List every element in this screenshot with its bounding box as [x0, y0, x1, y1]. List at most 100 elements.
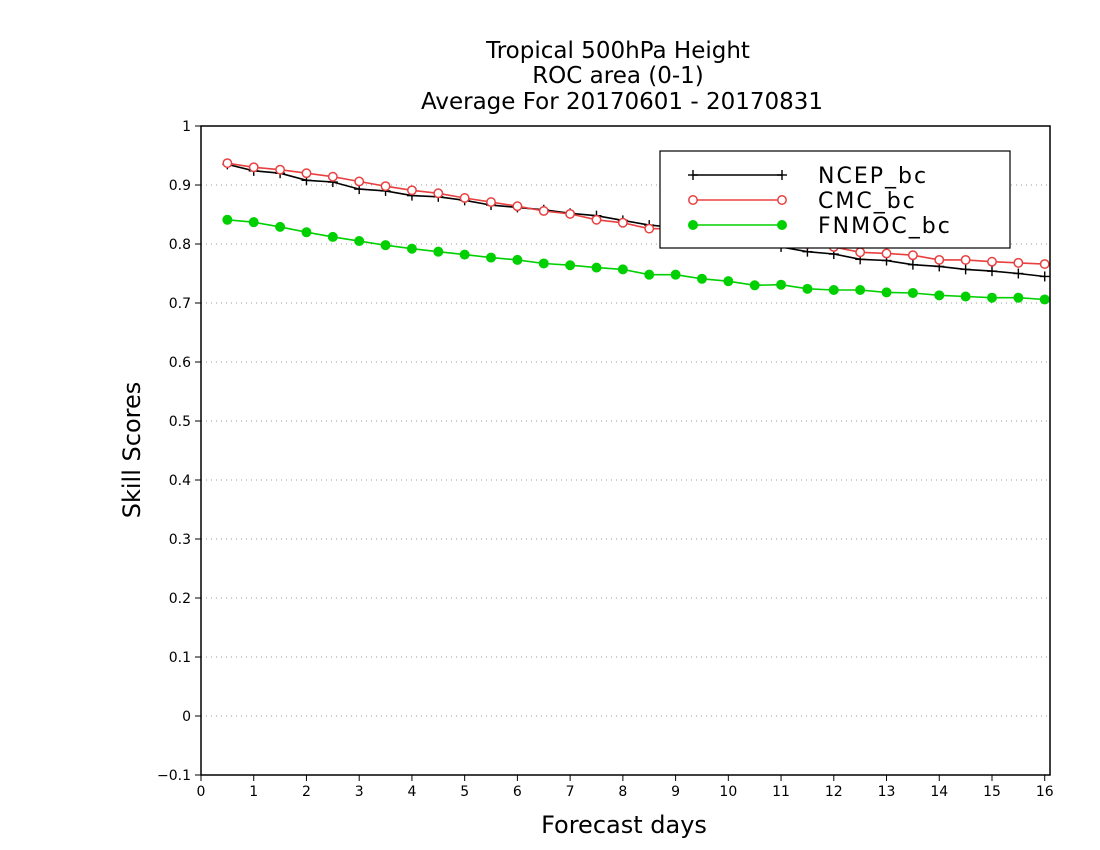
open-circle-marker [934, 254, 945, 265]
y-axis-ticks: −0.1 0 0.1 0.2 0.3 0.4 0.5 0.6 0.7 0.8 0.9 1 [157, 119, 201, 784]
open-circle-marker [512, 201, 523, 212]
filled-circle-marker [696, 273, 707, 284]
filled-circle-marker [433, 246, 444, 257]
x-tick-label: 10 [719, 784, 737, 800]
plus-marker [986, 266, 997, 277]
y-tick-label: 0.6 [169, 355, 191, 371]
series-FNMOC_bc [222, 214, 1050, 305]
filled-circle-marker [960, 291, 971, 302]
plus-marker [960, 264, 971, 275]
x-tick-label: 7 [566, 784, 575, 800]
filled-circle-marker [327, 231, 338, 242]
legend-item-CMC_bc: CMC_bc [688, 189, 917, 214]
filled-circle-marker [301, 227, 312, 238]
open-circle-marker [777, 195, 787, 205]
filled-circle-marker [380, 240, 391, 251]
open-circle-marker [406, 185, 417, 196]
open-circle-marker [855, 247, 866, 258]
open-circle-marker [565, 208, 576, 219]
y-tick-label: 0.7 [169, 296, 191, 312]
y-tick-label: 1 [182, 119, 191, 135]
plus-marker [907, 259, 918, 270]
filled-circle-marker [855, 285, 866, 296]
x-axis-label: Forecast days [541, 811, 707, 839]
open-circle-marker [327, 171, 338, 182]
y-tick-label: 0.1 [169, 650, 191, 666]
open-circle-marker [354, 176, 365, 187]
open-circle-marker [275, 164, 286, 175]
x-tick-label: 4 [407, 784, 416, 800]
chart-title-line-1: Tropical 500hPa Height [485, 38, 750, 64]
legend-label: FNMOC_bc [818, 214, 952, 239]
x-tick-label: 1 [249, 784, 258, 800]
plot-frame [200, 125, 1051, 776]
filled-circle-marker [881, 287, 892, 298]
x-tick-label: 13 [878, 784, 896, 800]
y-tick-label: −0.1 [157, 768, 191, 784]
filled-circle-marker [248, 217, 259, 228]
y-tick-label: 0.8 [169, 237, 191, 253]
filled-circle-marker [802, 283, 813, 294]
open-circle-marker [459, 193, 470, 203]
x-tick-label: 6 [513, 784, 522, 800]
filled-circle-marker [538, 258, 549, 269]
open-circle-marker [644, 223, 655, 234]
filled-circle-marker [907, 287, 918, 298]
x-tick-label: 14 [930, 784, 948, 800]
open-circle-marker [433, 188, 444, 199]
filled-circle-marker [934, 290, 945, 301]
x-tick-label: 8 [618, 784, 627, 800]
filled-circle-marker [986, 292, 997, 303]
y-axis-label: Skill Scores [118, 382, 146, 519]
filled-circle-marker [688, 220, 698, 230]
filled-circle-marker [222, 214, 233, 225]
filled-circle-marker [406, 243, 417, 254]
y-tick-label: 0.5 [169, 414, 191, 430]
legend-label: CMC_bc [818, 189, 917, 214]
filled-circle-marker [670, 269, 681, 280]
filled-circle-marker [749, 280, 760, 291]
open-circle-marker [987, 256, 997, 267]
filled-circle-marker [1013, 292, 1024, 303]
plus-marker [1039, 271, 1050, 282]
filled-circle-marker [1039, 294, 1050, 305]
open-circle-marker [222, 158, 233, 169]
y-tick-label: 0.4 [169, 473, 191, 489]
x-tick-label: 15 [983, 784, 1001, 800]
filled-circle-marker [617, 264, 628, 275]
x-tick-label: 16 [1036, 784, 1054, 800]
filled-circle-marker [828, 285, 839, 296]
open-circle-marker [591, 214, 602, 225]
x-tick-label: 12 [825, 784, 843, 800]
legend-item-FNMOC_bc: FNMOC_bc [688, 214, 952, 239]
filled-circle-marker [591, 262, 602, 273]
open-circle-marker [486, 197, 496, 208]
x-tick-label: 0 [197, 784, 206, 800]
x-tick-label: 11 [772, 784, 790, 800]
open-circle-marker [1013, 257, 1024, 268]
filled-circle-marker [354, 236, 365, 247]
chart-title: Tropical 500hPa Height ROC area (0-1) Av… [421, 38, 823, 115]
x-tick-label: 9 [671, 784, 680, 800]
open-circle-marker [380, 181, 391, 192]
chart-title-line-2: ROC area (0-1) [532, 63, 704, 89]
y-tick-label: 0 [182, 709, 191, 725]
open-circle-marker [248, 162, 259, 173]
open-circle-marker [1039, 259, 1050, 270]
open-circle-marker [538, 206, 549, 216]
filled-circle-marker [776, 279, 787, 290]
open-circle-marker [907, 250, 918, 261]
x-tick-label: 2 [302, 784, 311, 800]
x-tick-label: 3 [355, 784, 364, 800]
x-axis-ticks: 0 1 2 3 4 5 6 7 8 9 10 11 12 13 14 15 16 [197, 775, 1054, 800]
y-tick-label: 0.3 [169, 532, 191, 548]
filled-circle-marker [459, 249, 470, 260]
filled-circle-marker [644, 269, 655, 280]
legend-item-NCEP_bc: NCEP_bc [688, 164, 926, 189]
filled-circle-marker [565, 260, 576, 271]
plus-marker [777, 170, 787, 180]
open-circle-marker [688, 195, 698, 205]
chart-title-line-3: Average For 20170601 - 20170831 [421, 89, 823, 115]
